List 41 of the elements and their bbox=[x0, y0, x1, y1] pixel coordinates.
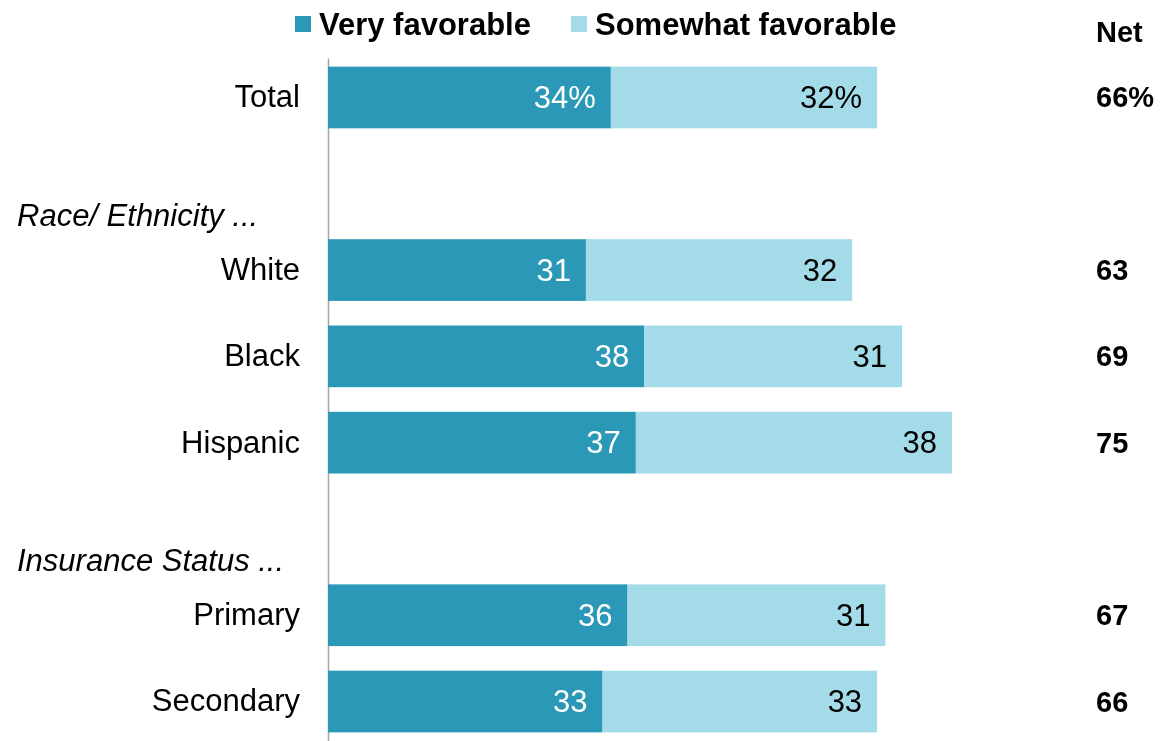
legend-label: Very favorable bbox=[319, 6, 531, 42]
data-label: 31 bbox=[835, 597, 871, 633]
text: 75 bbox=[1096, 426, 1129, 459]
data-label: 37 bbox=[586, 425, 621, 461]
data-label: 33 bbox=[553, 684, 588, 720]
data-label: 38 bbox=[594, 338, 630, 374]
text: 67 bbox=[1096, 599, 1129, 632]
bar bbox=[328, 66, 611, 129]
bar bbox=[328, 411, 636, 474]
data-label: 38 bbox=[902, 425, 937, 461]
text: Net bbox=[1096, 16, 1144, 48]
data-label: 36 bbox=[578, 597, 613, 633]
data-label: 33 bbox=[827, 684, 863, 720]
bar bbox=[328, 584, 628, 647]
y-tick-label: Secondary bbox=[151, 683, 301, 719]
bar bbox=[328, 239, 586, 301]
y-tick-label: Hispanic bbox=[181, 424, 300, 460]
bar bbox=[644, 325, 903, 388]
text: 63 bbox=[1096, 254, 1129, 287]
text: Insurance Status ... bbox=[17, 543, 285, 579]
bar bbox=[602, 670, 878, 733]
bar bbox=[328, 670, 603, 733]
bar bbox=[610, 66, 878, 129]
data-label: 31 bbox=[852, 338, 888, 374]
legend-label: Somewhat favorable bbox=[594, 6, 897, 42]
y-tick-label: Black bbox=[224, 338, 301, 374]
text: Race/ Ethnicity ... bbox=[17, 198, 259, 234]
bar bbox=[328, 325, 645, 388]
y-tick-label: White bbox=[220, 251, 300, 287]
bar bbox=[635, 411, 952, 474]
y-tick-label: Primary bbox=[193, 597, 301, 633]
data-label: 31 bbox=[536, 252, 571, 288]
bar bbox=[585, 239, 853, 301]
text: 66 bbox=[1096, 685, 1129, 718]
data-label: 34% bbox=[533, 79, 596, 115]
bar bbox=[627, 584, 886, 647]
data-label: 32 bbox=[802, 252, 838, 288]
text: 66% bbox=[1096, 81, 1155, 114]
data-label: 32% bbox=[800, 79, 863, 115]
y-tick-label: Total bbox=[234, 79, 300, 115]
text: 69 bbox=[1096, 340, 1129, 373]
